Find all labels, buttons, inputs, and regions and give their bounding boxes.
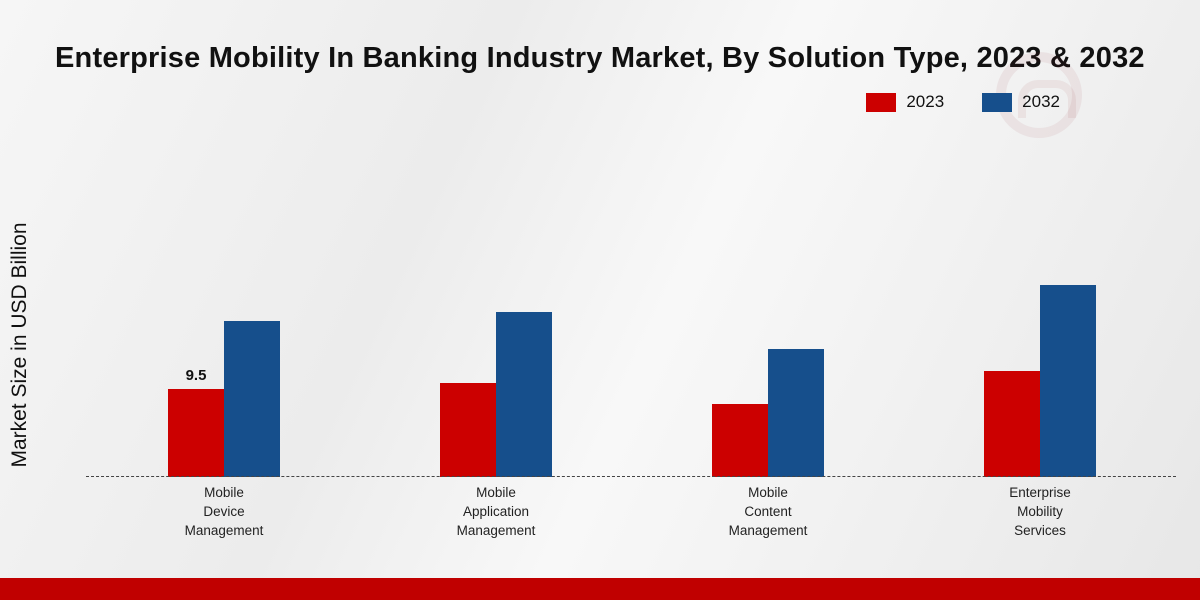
category-label-mobile-device-management: Mobile Device Management: [184, 485, 264, 538]
bar-2032-mobile-content-management: [768, 349, 824, 477]
legend-item-2023: 2023: [866, 92, 944, 112]
plot-area: 9.5: [86, 177, 1176, 477]
bar-group-mobile-device-management: 9.5: [168, 321, 280, 477]
bar-group-mobile-application-management: [440, 312, 552, 477]
legend-label-2032: 2032: [1022, 92, 1060, 111]
bar-group-mobile-content-management: [712, 349, 824, 477]
category-label-enterprise-mobility-services: Enterprise Mobility Services: [1009, 485, 1071, 538]
legend: 2023 2032: [866, 92, 1060, 112]
footer-band: [0, 578, 1200, 600]
chart-title: Enterprise Mobility In Banking Industry …: [55, 42, 1145, 74]
bar-value-label: 9.5: [185, 367, 207, 384]
category-label-mobile-content-management: Mobile Content Management: [728, 485, 808, 538]
bar-2023-enterprise-mobility-services: [984, 371, 1040, 477]
bar-2023-mobile-application-management: [440, 383, 496, 477]
plot-groups: 9.5: [88, 177, 1176, 477]
legend-item-2032: 2032: [982, 92, 1060, 112]
legend-swatch-2023: [866, 92, 897, 112]
bar-2023-mobile-device-management: 9.5: [168, 367, 224, 477]
category-label-mobile-application-management: Mobile Application Management: [456, 485, 536, 538]
legend-swatch-2032: [982, 92, 1013, 112]
bar-group-enterprise-mobility-services: [984, 285, 1096, 477]
x-axis-baseline: [86, 476, 1176, 477]
category-labels: Mobile Device Management Mobile Applicati…: [88, 484, 1176, 541]
bar-2032-enterprise-mobility-services: [1040, 285, 1096, 477]
bar-2023-mobile-content-management: [712, 404, 768, 477]
bar-2032-mobile-application-management: [496, 312, 552, 477]
bar-2032-mobile-device-management: [224, 321, 280, 477]
legend-label-2023: 2023: [906, 92, 945, 111]
